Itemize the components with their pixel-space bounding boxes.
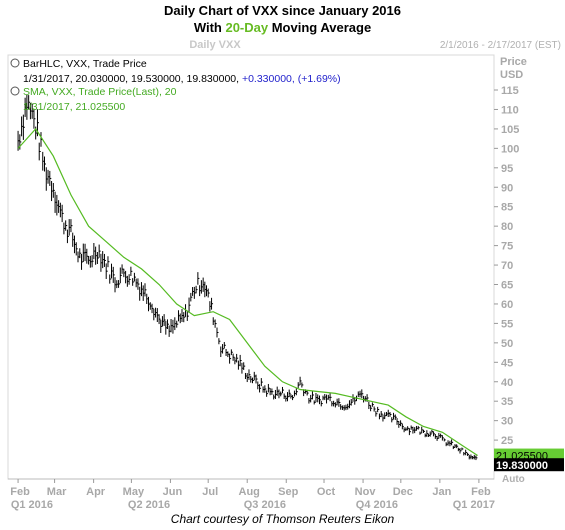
- chart-footer: Chart courtesy of Thomson Reuters Eikon: [170, 512, 395, 526]
- x-tick-label: Mar: [47, 486, 67, 498]
- x-tick-label: Sep: [278, 486, 298, 498]
- auto-scale-label: Auto: [502, 474, 525, 485]
- x-axis: Feb Mar Apr May Jun Jul Aug Sep Oct Nov Dec Jan Feb: [8, 478, 494, 498]
- quarter-label: Q3 2016: [244, 499, 286, 511]
- x-tick-label: Dec: [393, 486, 413, 498]
- y-tick-label: 60: [501, 299, 513, 311]
- subtitle-prefix: With: [193, 20, 226, 35]
- y-tick-label: 50: [501, 338, 513, 350]
- y-tick-label: 110: [501, 104, 519, 116]
- legend-sma-line2: 1/31/2017, 21.025500: [23, 101, 125, 113]
- legend-price-line1: BarHLC, VXX, Trade Price: [23, 58, 147, 70]
- legend-price-values: 1/31/2017, 20.030000, 19.530000, 19.8300…: [23, 73, 242, 85]
- y-tick-label: 65: [501, 280, 513, 292]
- y-tick-label: 45: [501, 357, 513, 369]
- legend-price-icon: [10, 58, 20, 68]
- y-axis-title-usd: USD: [500, 69, 523, 81]
- y-tick-label: 105: [501, 124, 519, 136]
- y-axis-title-price: Price: [500, 56, 527, 68]
- chart-subtitle: With 20-Day Moving Average: [0, 20, 565, 35]
- y-tick-label: 90: [501, 182, 513, 194]
- x-tick-label: May: [123, 486, 145, 498]
- watermark: Daily VXX: [189, 39, 241, 51]
- x-tick-label: Jun: [163, 486, 183, 498]
- last-price-tag-label: 19.830000: [496, 460, 548, 472]
- legend-sma-line1: SMA, VXX, Trade Price(Last), 20: [23, 86, 177, 98]
- y-axis: 25 30 35 40 45 50 55 60 65 70 75 80 85 90 95 100 105 110 1…: [494, 85, 519, 447]
- y-tick-label: 85: [501, 202, 513, 214]
- x-tick-label: Oct: [317, 486, 336, 498]
- quarter-label: Q4 2016: [356, 499, 398, 511]
- legend: BarHLC, VXX, Trade Price 1/31/2017, 20.0…: [10, 58, 341, 113]
- quarter-label: Q2 2016: [128, 499, 170, 511]
- legend-price-change: +0.330000, (+1.69%): [242, 73, 341, 85]
- quarter-label: Q1 2016: [11, 499, 53, 511]
- y-tick-label: 75: [501, 241, 513, 253]
- legend-price-line2: 1/31/2017, 20.030000, 19.530000, 19.8300…: [23, 73, 341, 85]
- y-tick-label: 40: [501, 377, 513, 389]
- y-tick-label: 95: [501, 163, 513, 175]
- y-tick-label: 25: [501, 435, 513, 447]
- x-tick-label: Nov: [355, 486, 377, 498]
- legend-sma-icon: [10, 86, 20, 96]
- quarter-axis: Q1 2016 Q2 2016 Q3 2016 Q4 2016 Q1 2017: [11, 499, 495, 511]
- chart-title: Daily Chart of VXX since January 2016: [164, 3, 401, 18]
- subtitle-highlight: 20-Day: [225, 20, 269, 35]
- y-tick-label: 55: [501, 318, 513, 330]
- y-tick-label: 35: [501, 396, 513, 408]
- last-price-tag: [494, 458, 564, 472]
- x-tick-label: Apr: [86, 486, 106, 498]
- plot-frame: [7, 54, 495, 480]
- x-tick-label: Aug: [239, 486, 260, 498]
- sma-line: [17, 127, 478, 457]
- y-tick-label: 100: [501, 143, 519, 155]
- subtitle-suffix: Moving Average: [268, 20, 372, 35]
- quarter-label: Q1 2017: [453, 499, 495, 511]
- y-tick-label: 30: [501, 416, 513, 428]
- y-tick-label: 80: [501, 221, 513, 233]
- y-tick-label: 115: [501, 85, 519, 97]
- y-tick-label: 70: [501, 260, 513, 272]
- x-tick-label: Jan: [432, 486, 451, 498]
- x-tick-label: Feb: [10, 486, 30, 498]
- date-range: 2/1/2016 - 2/17/2017 (EST): [440, 40, 561, 51]
- price-series: [17, 94, 478, 461]
- x-tick-label: Feb: [471, 486, 491, 498]
- x-tick-label: Jul: [202, 486, 218, 498]
